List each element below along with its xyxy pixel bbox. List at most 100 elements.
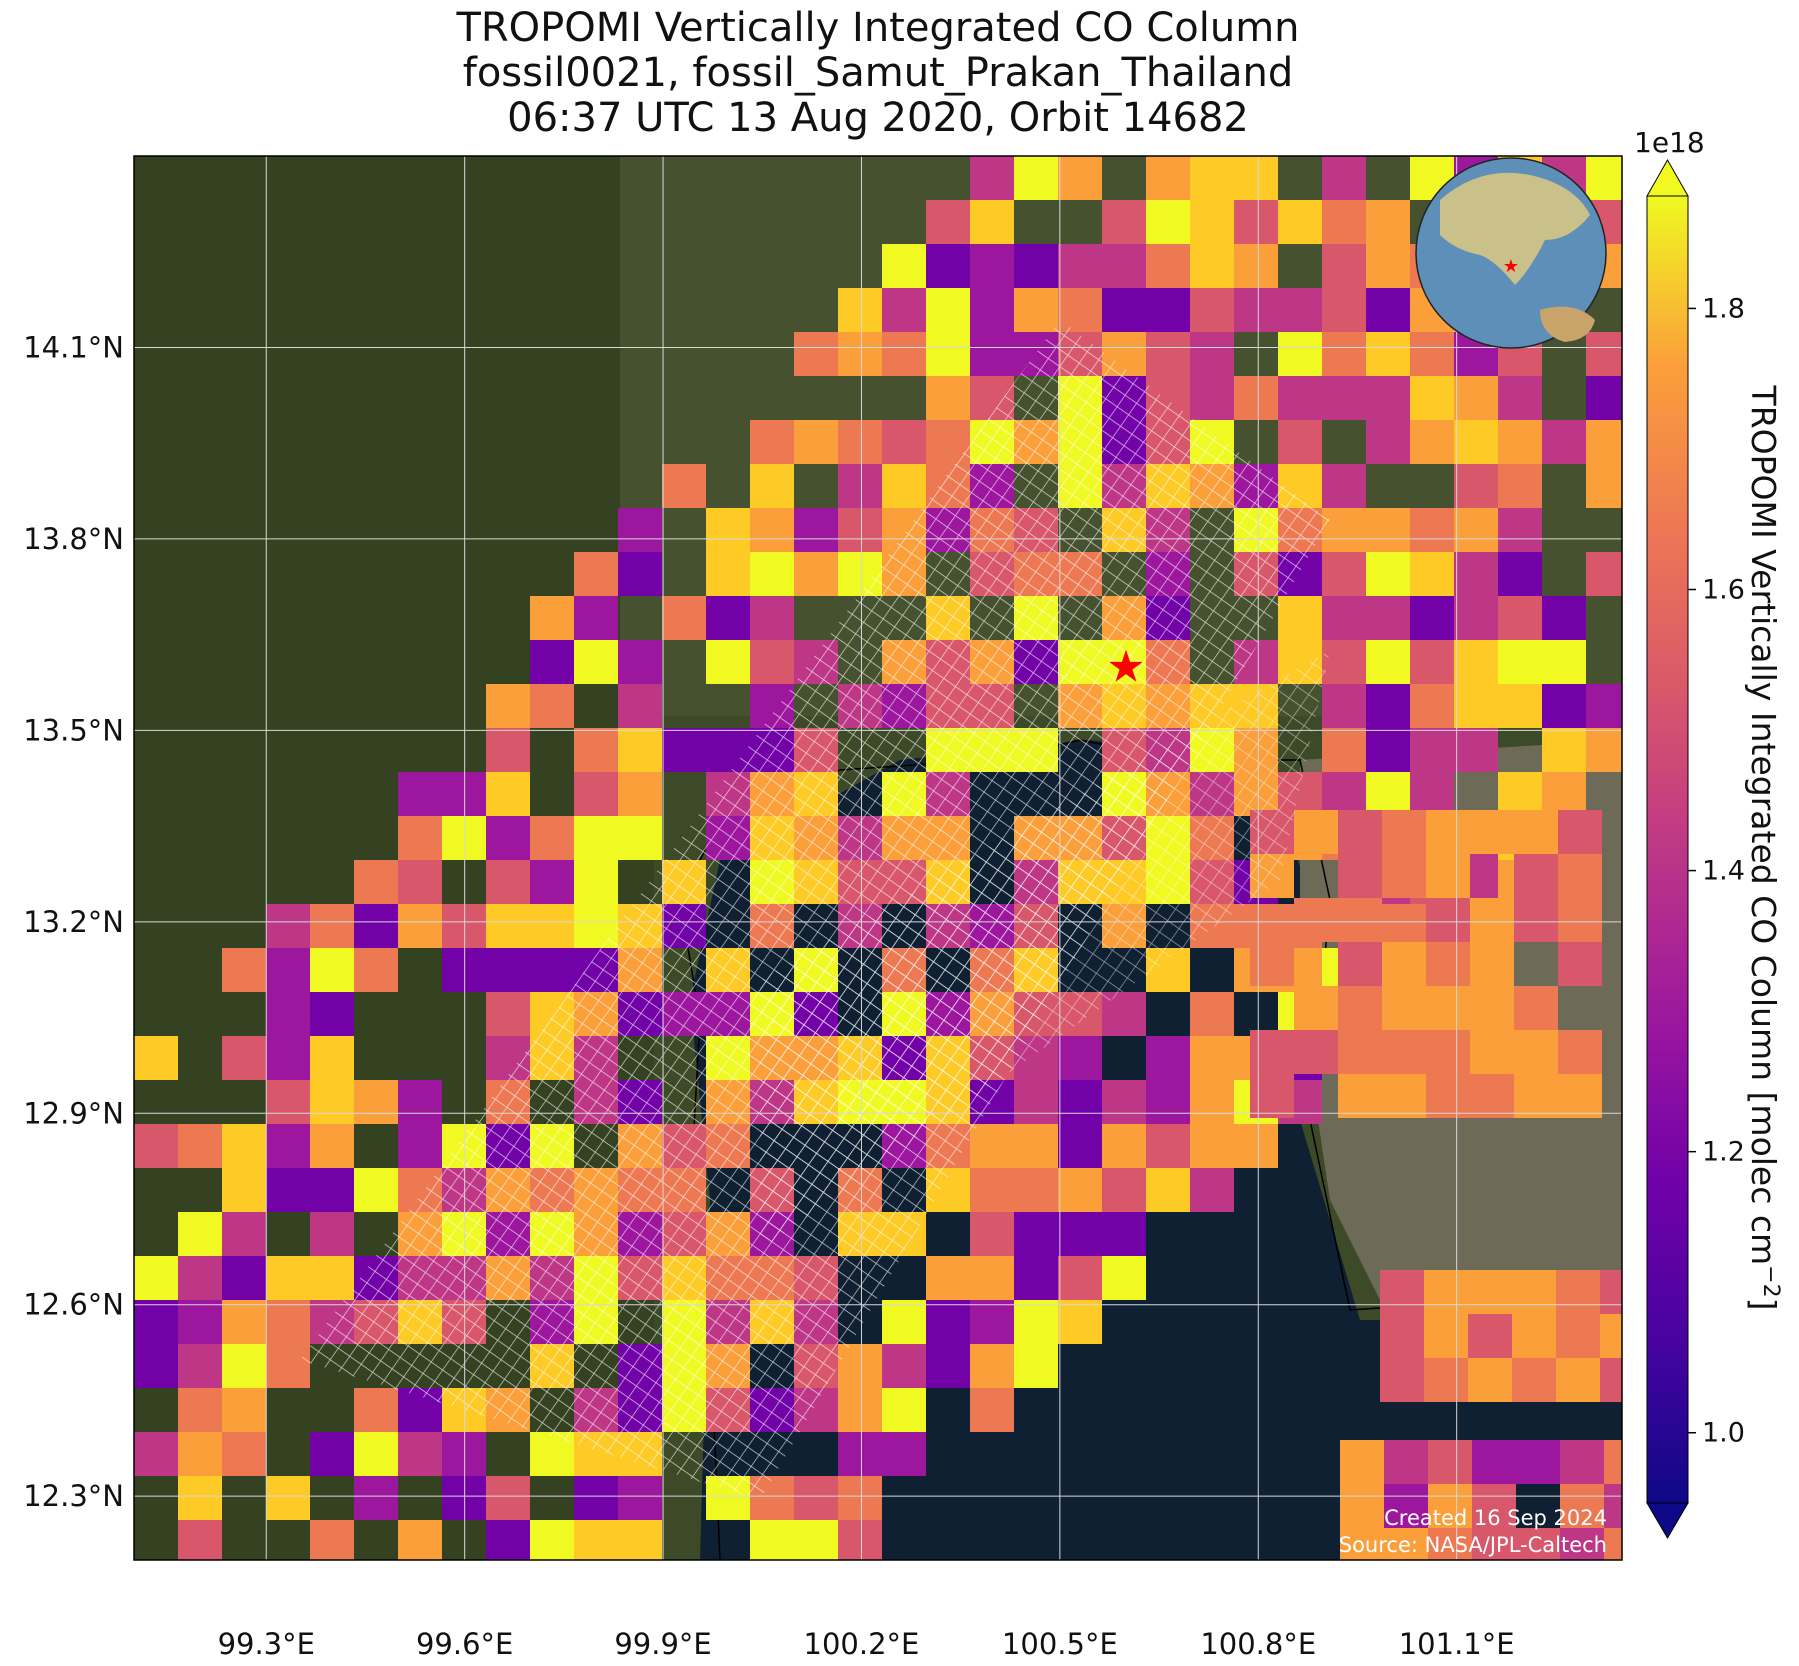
- co-pixel: [1058, 1256, 1102, 1300]
- co-pixel: [1600, 1270, 1622, 1314]
- co-pixel: [574, 596, 618, 640]
- co-pixel: [1426, 1074, 1470, 1118]
- co-pixel: [1514, 810, 1558, 854]
- co-pixel: [574, 860, 618, 904]
- co-pixel: [1586, 464, 1622, 508]
- co-pixel: [1014, 1300, 1058, 1344]
- co-pixel: [1558, 1030, 1602, 1074]
- co-pixel: [1382, 1074, 1426, 1118]
- co-pixel: [1498, 552, 1542, 596]
- co-pixel: [926, 200, 970, 244]
- co-pixel: [1424, 1358, 1468, 1402]
- co-pixel: [1586, 728, 1622, 772]
- co-pixel: [222, 1124, 266, 1168]
- co-pixel: [1426, 986, 1470, 1030]
- co-pixel: [354, 1168, 398, 1212]
- co-pixel: [178, 1124, 222, 1168]
- co-pixel: [354, 948, 398, 992]
- co-pixel: [354, 1432, 398, 1476]
- co-pixel: [1014, 1168, 1058, 1212]
- co-pixel: [838, 1520, 882, 1560]
- co-pixel: [1380, 1270, 1424, 1314]
- co-pixel: [134, 1124, 178, 1168]
- co-pixel: [1146, 1168, 1190, 1212]
- co-pixel: [1604, 1484, 1622, 1528]
- co-pixel: [1190, 376, 1234, 420]
- co-pixel: [618, 552, 662, 596]
- co-pixel: [310, 948, 354, 992]
- co-pixel: [882, 332, 926, 376]
- lat-tick-label: 12.9°N: [23, 1096, 124, 1130]
- co-pixel: [1146, 200, 1190, 244]
- co-pixel: [1516, 1528, 1560, 1560]
- co-pixel: [486, 1476, 530, 1520]
- co-pixel: [1278, 332, 1322, 376]
- colorbar-tick-label: 1.0: [1702, 1418, 1745, 1449]
- co-pixel: [1382, 854, 1426, 898]
- co-pixel: [1424, 1314, 1468, 1358]
- co-pixel: [1542, 420, 1586, 464]
- co-pixel: [1470, 810, 1514, 854]
- co-pixel: [1512, 1358, 1556, 1402]
- co-pixel: [222, 1300, 266, 1344]
- co-pixel: [354, 860, 398, 904]
- co-pixel: [1322, 552, 1366, 596]
- co-pixel: [970, 156, 1014, 200]
- co-pixel: [1454, 508, 1498, 552]
- co-pixel: [706, 596, 750, 640]
- co-pixel: [1498, 376, 1542, 420]
- co-pixel: [838, 332, 882, 376]
- co-pixel: [398, 1080, 442, 1124]
- co-pixel: [1366, 332, 1410, 376]
- co-pixel: [266, 1124, 310, 1168]
- co-pixel: [1190, 992, 1234, 1036]
- co-pixel: [1512, 1270, 1556, 1314]
- co-pixel: [926, 376, 970, 420]
- co-pixel: [530, 904, 574, 948]
- co-pixel: [1454, 728, 1498, 772]
- co-pixel: [1468, 1270, 1512, 1314]
- co-pixel: [1542, 728, 1586, 772]
- co-pixel: [1498, 640, 1542, 684]
- co-pixel: [1014, 288, 1058, 332]
- co-pixel: [1234, 156, 1278, 200]
- co-pixel: [178, 1432, 222, 1476]
- co-pixel: [1366, 772, 1410, 816]
- longitude-tick-labels: 99.3°E 99.6°E 99.9°E 100.2°E 100.5°E 100.8°E 1…: [218, 1627, 1515, 1661]
- co-pixel: [1190, 1080, 1234, 1124]
- co-pixel: [1322, 596, 1366, 640]
- co-pixel: [1426, 942, 1470, 986]
- map-title-line-2: fossil0021, fossil_Samut_Prakan_Thailand: [462, 50, 1294, 96]
- co-pixel: [1366, 596, 1410, 640]
- co-pixel: [530, 860, 574, 904]
- colorbar-ticks: 1.0 1.2 1.4 1.6 1.8: [1688, 293, 1745, 1449]
- star-icon: ★: [1106, 642, 1145, 693]
- co-pixel: [618, 684, 662, 728]
- co-pixel: [618, 816, 662, 860]
- co-pixel: [574, 552, 618, 596]
- co-pixel: [706, 552, 750, 596]
- co-pixel: [1426, 898, 1470, 942]
- co-pixel: [1426, 810, 1470, 854]
- co-pixel: [1146, 1080, 1190, 1124]
- co-pixel: [750, 552, 794, 596]
- globe-marker-star-icon: ★: [1503, 256, 1519, 277]
- co-pixel: [1058, 1124, 1102, 1168]
- lat-tick-label: 13.8°N: [23, 522, 124, 556]
- co-pixel: [442, 772, 486, 816]
- co-pixel: [266, 904, 310, 948]
- co-pixel: [178, 1212, 222, 1256]
- co-pixel: [1410, 332, 1454, 376]
- colorbar-gradient: [1646, 195, 1689, 1504]
- co-pixel: [1102, 1212, 1146, 1256]
- co-pixel: [486, 860, 530, 904]
- lon-tick-label: 99.6°E: [416, 1627, 513, 1661]
- co-pixel: [970, 1256, 1014, 1300]
- co-pixel: [1014, 1256, 1058, 1300]
- co-pixel: [1382, 810, 1426, 854]
- co-pixel: [1454, 684, 1498, 728]
- co-pixel: [794, 508, 838, 552]
- lon-tick-label: 100.5°E: [1002, 1627, 1118, 1661]
- co-pixel: [1366, 376, 1410, 420]
- co-pixel: [1234, 1124, 1278, 1168]
